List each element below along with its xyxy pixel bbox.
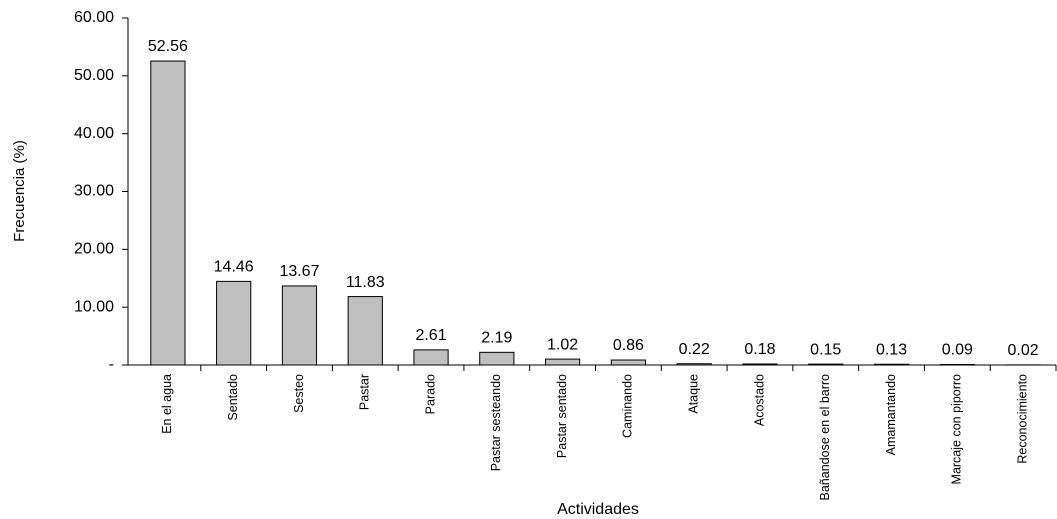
bar	[808, 363, 844, 366]
data-label: 2.61	[415, 327, 446, 344]
data-label: 0.18	[744, 341, 775, 358]
bar	[216, 280, 252, 366]
y-tick-label: 10.00	[74, 298, 114, 315]
x-tick-label: Ataque	[686, 374, 700, 414]
data-label: 52.56	[148, 38, 188, 55]
data-label: 0.13	[876, 341, 907, 358]
bar	[347, 296, 383, 366]
x-tick-label: Sesteo	[292, 374, 306, 413]
y-tick-label: 50.00	[74, 67, 114, 84]
bar	[281, 285, 318, 366]
data-label: 14.46	[214, 259, 254, 276]
x-tick-label: Acostado	[752, 374, 766, 426]
y-tick-label: -	[109, 356, 114, 373]
data-label: 0.02	[1008, 342, 1039, 359]
y-tick-label: 40.00	[74, 125, 114, 142]
x-tick-label: Pastar sesteando	[489, 374, 503, 471]
data-label: 2.19	[481, 330, 512, 347]
bar	[873, 363, 910, 366]
y-tick-label: 20.00	[74, 241, 114, 258]
bar	[676, 363, 712, 366]
y-axis-title: Frecuencia (%)	[11, 140, 28, 242]
x-tick-label: Parado	[423, 374, 437, 414]
x-tick-label: Caminando	[621, 374, 635, 438]
x-tick-label: En el agua	[160, 374, 174, 434]
data-label: 11.83	[346, 274, 385, 291]
bar	[479, 351, 515, 366]
data-label: 0.22	[679, 341, 710, 358]
x-axis-title: Actividades	[557, 501, 639, 518]
data-label: 13.67	[279, 263, 319, 280]
data-label: 0.09	[942, 342, 973, 359]
y-tick-label: 30.00	[74, 183, 114, 200]
bar	[742, 363, 778, 366]
data-label: 0.15	[810, 341, 841, 358]
y-tick-label: 60.00	[74, 9, 114, 26]
data-label: 0.86	[613, 337, 644, 354]
bar	[150, 60, 186, 366]
x-tick-label: Amamantando	[884, 374, 898, 455]
x-tick-label: Pastar sentado	[555, 374, 569, 458]
data-label: 1.02	[547, 336, 578, 353]
x-tick-label: Marcaje con piporro	[950, 374, 964, 485]
bar	[939, 363, 975, 366]
x-tick-label: Reconocimiento	[1015, 374, 1029, 464]
x-tick-label: Bañandose en el barro	[818, 374, 832, 501]
x-tick-label: Sentado	[226, 374, 240, 421]
x-tick-label: Pastar	[358, 374, 372, 410]
bar	[610, 359, 646, 366]
bar	[545, 358, 581, 366]
bar	[413, 349, 449, 366]
